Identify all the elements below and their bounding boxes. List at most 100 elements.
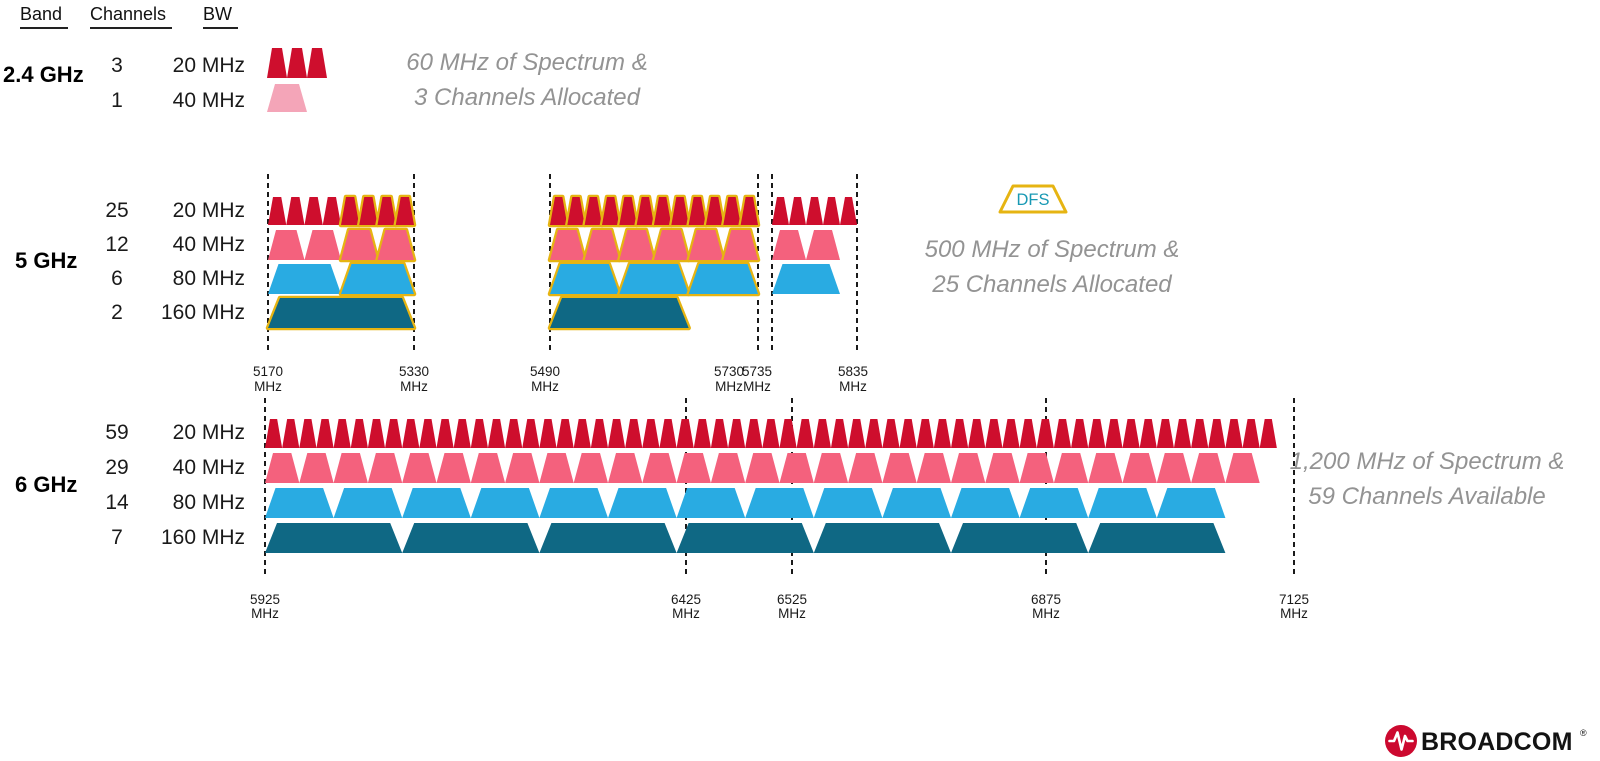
channel-20mhz [951, 419, 969, 448]
channel-80mhz [402, 488, 471, 518]
freq-tick-label: 5330 [399, 364, 429, 379]
channel-40mhz [267, 84, 307, 112]
channel-20mhz [1053, 419, 1072, 448]
channel-20mhz-dfs [738, 194, 761, 228]
channel-40mhz-dfs [338, 227, 380, 263]
channel-20mhz-dfs [565, 194, 587, 228]
channel-40mhz [772, 230, 806, 260]
channel-20mhz [333, 419, 351, 448]
brand-name: BROADCOM [1421, 728, 1573, 756]
channel-20mhz [539, 419, 557, 448]
channel-160mhz [951, 523, 1089, 553]
channel-20mhz [287, 48, 307, 78]
channel-160mhz [676, 523, 814, 553]
channel-80mhz [745, 488, 814, 518]
logo-pulse-icon [1388, 731, 1414, 751]
channel-20mhz [556, 419, 574, 448]
channel-20mhz [762, 419, 780, 448]
channel-160mhz-dfs [265, 295, 417, 331]
channel-40mhz [1053, 453, 1089, 483]
band-label-24ghz: 2.4 GHz [3, 62, 84, 87]
band-label-5ghz: 5 GHz [15, 248, 78, 273]
channel-20mhz [796, 419, 814, 448]
bandwidth-label: 40 MHz [172, 233, 245, 256]
bandwidth-label: 20 MHz [172, 54, 245, 77]
freq-tick-label: 6425 [671, 592, 701, 607]
bandwidth-label: 40 MHz [172, 89, 245, 112]
channel-20mhz [916, 419, 934, 448]
freq-tick-unit: MHz [1032, 606, 1060, 621]
channel-160mhz [265, 523, 403, 553]
channel-20mhz-dfs [651, 194, 674, 228]
channel-20mhz [806, 197, 823, 225]
freq-tick-label: 5490 [530, 364, 560, 379]
channel-20mhz [1122, 419, 1140, 448]
annotation-line: 3 Channels Allocated [414, 84, 640, 111]
channel-20mhz [286, 197, 305, 225]
channel-20mhz [779, 419, 797, 448]
channel-20mhz [299, 419, 317, 448]
channel-80mhz [470, 488, 540, 518]
channel-20mhz [487, 419, 506, 448]
channel-20mhz [823, 197, 840, 225]
dfs-legend: DFS [998, 184, 1068, 214]
channel-20mhz-dfs [686, 194, 709, 228]
channel-20mhz [470, 419, 488, 448]
channel-20mhz [985, 419, 1003, 448]
channel-160mhz-dfs [547, 295, 691, 331]
freq-tick-label: 5735 [742, 364, 772, 379]
spectrum-annotation-6ghz: 1,200 MHz of Spectrum & 59 Channels Avai… [1272, 444, 1582, 514]
channel-20mhz [899, 419, 917, 448]
channel-count: 25 [105, 199, 129, 222]
annotation-line: 500 MHz of Spectrum & [924, 236, 1180, 263]
spectrum-annotation-24ghz: 60 MHz of Spectrum & 3 Channels Allocate… [372, 45, 682, 115]
freq-tick-label: 7125 [1279, 592, 1309, 607]
freq-tick-unit: MHz [251, 606, 279, 621]
channel-40mhz [1191, 453, 1226, 483]
channel-20mhz [1242, 419, 1260, 448]
channel-40mhz [985, 453, 1020, 483]
channel-20mhz-dfs [357, 194, 380, 228]
channel-80mhz [813, 488, 883, 518]
channel-20mhz-dfs [721, 194, 743, 228]
channel-160mhz [813, 523, 951, 553]
channel-20mhz [505, 419, 523, 448]
channel-20mhz [419, 419, 437, 448]
channel-20mhz [1208, 419, 1226, 448]
channel-40mhz [608, 453, 643, 483]
channel-20mhz [728, 419, 746, 448]
freq-tick-unit: MHz [1280, 606, 1308, 621]
channel-40mhz [710, 453, 746, 483]
channel-20mhz [693, 419, 711, 448]
annotation-line: 25 Channels Allocated [932, 271, 1172, 298]
bandwidth-label: 40 MHz [172, 456, 245, 479]
freq-tick-unit: MHz [400, 379, 428, 394]
channel-20mhz [1156, 419, 1174, 448]
channel-40mhz-dfs [375, 227, 417, 263]
channel-20mhz [659, 419, 677, 448]
channel-20mhz [608, 419, 626, 448]
channel-40mhz [779, 453, 814, 483]
channel-count: 14 [105, 491, 129, 514]
channel-80mhz-dfs [686, 261, 761, 297]
dfs-legend-shape [998, 184, 1068, 214]
channel-40mhz [539, 453, 574, 483]
channel-20mhz [676, 419, 694, 448]
freq-tick-unit: MHz [672, 606, 700, 621]
freq-tick-unit: MHz [778, 606, 806, 621]
channel-20mhz [882, 419, 900, 448]
channel-20mhz-dfs [634, 194, 657, 228]
channel-count: 6 [111, 267, 123, 290]
channel-20mhz-dfs [599, 194, 622, 228]
channel-40mhz [1225, 453, 1260, 483]
channel-40mhz [1122, 453, 1157, 483]
channel-20mhz-dfs [393, 194, 417, 228]
channel-20mhz [1002, 419, 1020, 448]
channel-20mhz-dfs [375, 194, 398, 228]
logo-mark-circle [1385, 725, 1417, 757]
channel-40mhz [304, 230, 341, 260]
channel-40mhz-dfs [686, 227, 726, 263]
channel-20mhz [304, 197, 323, 225]
channel-80mhz [1156, 488, 1226, 518]
channel-20mhz [402, 419, 420, 448]
